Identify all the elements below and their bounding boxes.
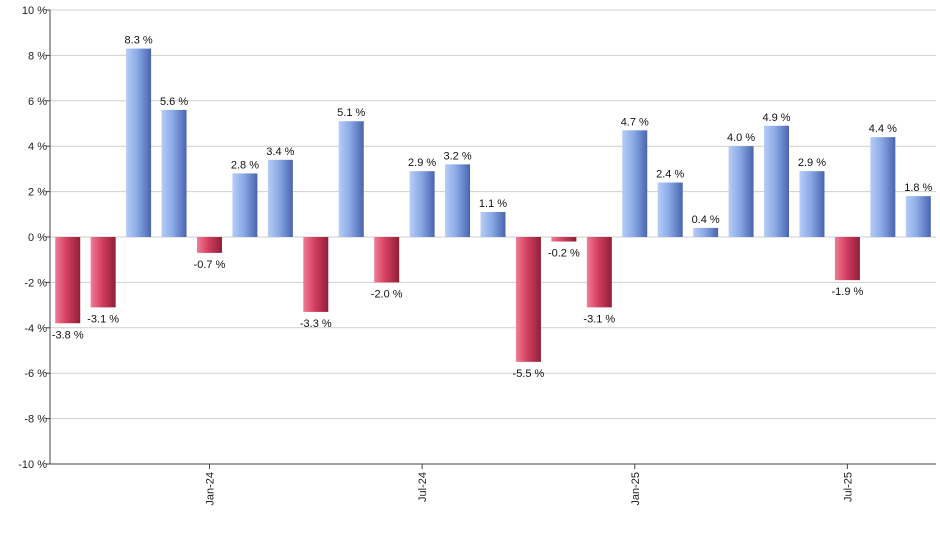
bar — [693, 227, 719, 237]
axes — [49, 10, 936, 465]
bar — [126, 48, 152, 238]
data-label: 0.4 % — [692, 214, 720, 226]
x-tick-label: Jan-25 — [630, 472, 642, 506]
bar — [374, 237, 400, 283]
y-tick-label: 6 % — [28, 96, 47, 108]
data-label: 2.9 % — [798, 157, 826, 169]
bar — [409, 171, 435, 237]
y-tick-label: -10 % — [18, 459, 47, 471]
data-label: 4.9 % — [762, 112, 790, 124]
bar — [551, 237, 577, 242]
bar — [728, 146, 754, 237]
data-label: -3.1 % — [87, 313, 119, 325]
data-label: 4.0 % — [727, 132, 755, 144]
bar — [764, 125, 790, 237]
bar — [90, 237, 116, 308]
data-label: 8.3 % — [125, 35, 153, 47]
bar — [445, 164, 471, 237]
bar — [232, 173, 258, 237]
bar — [657, 182, 683, 237]
data-label: -0.7 % — [194, 259, 226, 271]
bar — [196, 237, 222, 253]
data-label: -1.9 % — [832, 286, 864, 298]
y-tick-label: 2 % — [28, 187, 47, 199]
y-tick-label: 10 % — [22, 5, 47, 17]
y-tick-label: 4 % — [28, 141, 47, 153]
data-label: 3.4 % — [266, 146, 294, 158]
data-label: 3.2 % — [443, 150, 471, 162]
y-tick-label: -8 % — [24, 414, 47, 426]
data-label: -2.0 % — [371, 288, 403, 300]
data-label: 2.4 % — [656, 169, 684, 181]
bar — [622, 130, 648, 237]
data-label: -3.8 % — [52, 329, 84, 341]
data-label: -5.5 % — [513, 368, 545, 380]
bar — [586, 237, 612, 308]
data-label: 2.9 % — [408, 157, 436, 169]
y-tick-label: -4 % — [24, 323, 47, 335]
data-label: 4.7 % — [621, 116, 649, 128]
y-tick-label: 8 % — [28, 50, 47, 62]
y-tick-label: -6 % — [24, 368, 47, 380]
data-label: -3.3 % — [300, 318, 332, 330]
bar — [267, 159, 293, 237]
data-labels: -3.8 %-3.1 %8.3 %5.6 %-0.7 %2.8 %3.4 %-3… — [52, 35, 933, 380]
data-label: 5.6 % — [160, 96, 188, 108]
bar — [905, 196, 931, 237]
y-axis-tick-labels: -10 % -8 % -6 % -4 % -2 % 0 % 2 % 4 % 6 % 8 % 10 % — [18, 5, 50, 471]
data-label: -0.2 % — [548, 248, 580, 260]
data-label: -3.1 % — [583, 313, 615, 325]
data-label: 5.1 % — [337, 107, 365, 119]
bar — [834, 237, 860, 281]
data-label: 2.8 % — [231, 159, 259, 171]
x-axis-tick-labels: Jan-24 Jul-24 Jan-25 Jul-25 — [204, 464, 854, 506]
bar — [55, 237, 81, 324]
bar — [870, 137, 896, 237]
x-tick-label: Jul-25 — [842, 472, 854, 502]
data-label: 4.4 % — [869, 123, 897, 135]
y-tick-label: 0 % — [28, 232, 47, 244]
data-label: 1.8 % — [904, 182, 932, 194]
data-label: 1.1 % — [479, 198, 507, 210]
bar — [161, 109, 187, 237]
bars — [55, 48, 931, 362]
y-tick-label: -2 % — [24, 277, 47, 289]
bar — [303, 237, 329, 312]
bar — [515, 237, 541, 362]
x-tick-label: Jul-24 — [417, 472, 429, 502]
x-tick-label: Jan-24 — [204, 472, 216, 506]
bar — [338, 121, 364, 237]
bar — [480, 212, 506, 237]
bar — [799, 171, 825, 237]
